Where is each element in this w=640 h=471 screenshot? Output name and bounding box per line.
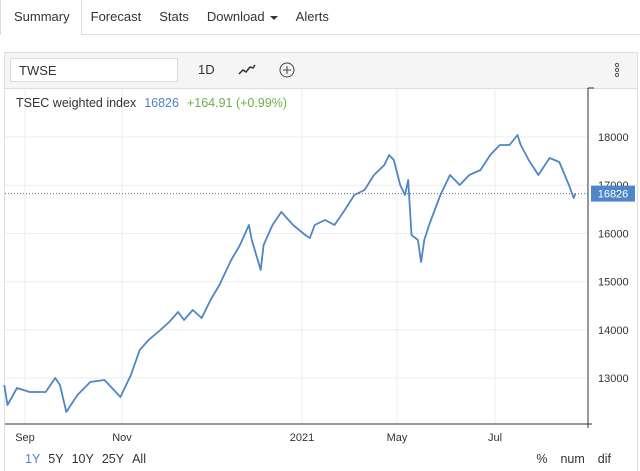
tab-bar: Summary Forecast Stats Download Alerts [0,0,640,35]
tab-download[interactable]: Download [198,0,287,34]
tab-alerts[interactable]: Alerts [295,9,329,24]
mode-dif[interactable]: dif [597,452,611,466]
y-tick-label: 15000 [598,277,629,289]
current-price-label: 16826 [598,189,629,201]
range-all[interactable]: All [132,452,146,466]
legend-name: TSEC weighted index [16,96,137,110]
mode-selector: % num dif [536,452,611,466]
y-tick-label: 13000 [598,373,629,385]
x-tick-label: Nov [112,432,132,444]
range-25y[interactable]: 25Y [101,452,125,466]
range-selector: 1Y 5Y 10Y 25Y All [25,452,146,466]
y-tick-label: 16000 [598,228,629,240]
plus-circle-icon[interactable] [278,61,296,79]
current-price-tag [591,185,635,202]
chart-toolbar: 1D [5,53,637,89]
legend-change: +164.91 (+0.99%) [186,96,288,110]
vertical-dots-icon[interactable] [613,62,621,80]
tab-download-label: Download [206,9,265,24]
chart-legend: TSEC weighted index 16826 +164.91 (+0.99%) [16,96,287,110]
mode-num[interactable]: num [560,452,585,466]
range-10y[interactable]: 10Y [71,452,94,466]
legend-price: 16826 [144,96,179,110]
line-chart-icon[interactable] [237,62,257,78]
x-tick-label: Jul [488,432,502,444]
tab-summary[interactable]: Summary [0,0,82,35]
tab-forecast[interactable]: Forecast [90,9,142,24]
range-1y[interactable]: 1Y [25,452,41,466]
x-tick-label: Sep [15,432,35,444]
tab-stats[interactable]: Stats [159,9,189,24]
x-tick-label: May [387,432,408,444]
chart-panel: 1D [4,52,638,471]
y-tick-label: 14000 [598,325,629,337]
caret-down-icon [269,15,278,20]
range-5y[interactable]: 5Y [48,452,64,466]
price-line [3,134,577,413]
x-tick-label: 2021 [290,432,314,444]
interval-button[interactable]: 1D [198,62,215,77]
y-tick-label: 18000 [598,132,629,144]
mode-percent[interactable]: % [536,452,548,466]
symbol-input[interactable] [10,58,178,82]
